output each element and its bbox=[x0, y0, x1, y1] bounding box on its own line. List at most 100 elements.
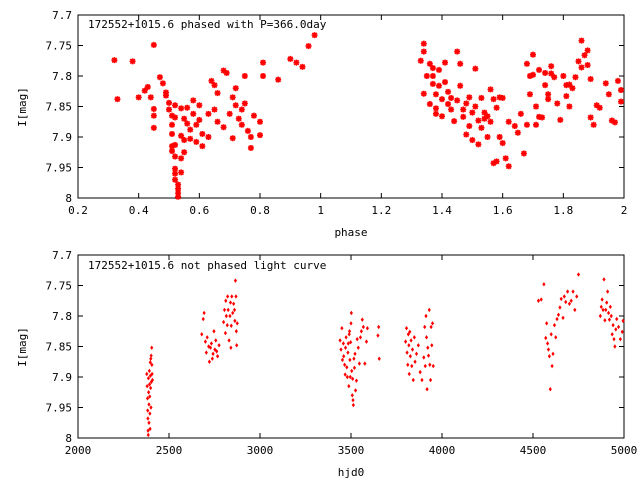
data-point bbox=[209, 341, 214, 346]
data-point bbox=[212, 329, 216, 334]
data-point bbox=[172, 153, 179, 160]
data-point bbox=[299, 63, 306, 70]
data-point bbox=[615, 316, 619, 322]
data-point bbox=[190, 110, 197, 117]
data-point bbox=[228, 313, 232, 319]
data-point bbox=[235, 343, 239, 348]
data-point bbox=[558, 305, 562, 310]
data-point bbox=[607, 317, 612, 322]
data-point bbox=[602, 277, 606, 282]
x-tick-label: 2000 bbox=[65, 444, 92, 457]
data-point bbox=[175, 190, 182, 197]
data-point bbox=[229, 345, 233, 350]
data-point bbox=[404, 339, 408, 344]
data-point bbox=[146, 408, 150, 413]
y-tick-label: 7.9 bbox=[52, 131, 72, 144]
data-point bbox=[215, 349, 219, 354]
data-point bbox=[347, 329, 352, 334]
data-point bbox=[145, 371, 149, 377]
data-point bbox=[202, 310, 206, 316]
data-point bbox=[220, 124, 227, 131]
data-point bbox=[211, 82, 218, 89]
data-point bbox=[448, 106, 455, 113]
data-point bbox=[454, 97, 461, 104]
data-point bbox=[563, 82, 570, 89]
data-point bbox=[576, 272, 581, 277]
data-point bbox=[490, 160, 497, 167]
data-point bbox=[351, 397, 355, 403]
data-point bbox=[159, 80, 166, 87]
data-point bbox=[351, 402, 355, 408]
y-tick-label: 7.7 bbox=[52, 249, 72, 262]
data-point bbox=[614, 77, 621, 84]
data-point bbox=[365, 326, 369, 331]
data-point bbox=[146, 428, 150, 433]
data-point bbox=[147, 94, 154, 101]
data-point bbox=[346, 350, 350, 355]
data-point bbox=[496, 134, 503, 140]
data-point bbox=[475, 117, 482, 124]
data-point bbox=[611, 322, 615, 328]
data-point bbox=[559, 296, 563, 302]
data-point bbox=[454, 48, 461, 55]
x-tick-label: 2 bbox=[621, 204, 628, 217]
data-point bbox=[406, 362, 410, 367]
data-point bbox=[250, 112, 257, 119]
data-point bbox=[149, 385, 153, 391]
data-point bbox=[609, 313, 613, 319]
data-point bbox=[499, 140, 506, 147]
data-point bbox=[404, 326, 409, 331]
data-point bbox=[423, 73, 430, 79]
data-point bbox=[241, 73, 248, 79]
data-point bbox=[311, 32, 318, 39]
data-point bbox=[599, 304, 603, 310]
data-point bbox=[469, 137, 476, 144]
y-tick-label: 7.75 bbox=[46, 40, 73, 53]
data-point bbox=[536, 113, 543, 120]
data-point bbox=[478, 94, 485, 101]
data-point bbox=[407, 343, 411, 348]
data-point bbox=[175, 181, 182, 188]
data-point bbox=[517, 110, 524, 117]
data-point bbox=[542, 282, 546, 287]
data-point bbox=[148, 426, 152, 432]
data-point bbox=[613, 344, 617, 349]
data-point bbox=[111, 57, 118, 64]
data-point bbox=[575, 58, 582, 65]
data-point bbox=[150, 371, 154, 377]
data-point bbox=[228, 300, 233, 305]
data-point bbox=[420, 48, 427, 55]
data-point bbox=[352, 356, 356, 361]
data-point bbox=[539, 297, 543, 302]
phased-chart-title: 172552+1015.6 phased with P=366.0day bbox=[88, 18, 327, 31]
data-point bbox=[554, 100, 561, 107]
data-point bbox=[172, 176, 179, 183]
data-point bbox=[429, 73, 436, 79]
data-point bbox=[435, 66, 442, 73]
data-point bbox=[499, 94, 506, 101]
data-point bbox=[364, 339, 369, 344]
data-point bbox=[608, 304, 612, 310]
data-point bbox=[569, 85, 576, 92]
data-point bbox=[377, 324, 381, 330]
data-point bbox=[184, 120, 191, 127]
data-point bbox=[526, 91, 533, 98]
data-point bbox=[150, 105, 157, 112]
data-point bbox=[204, 350, 208, 355]
data-point bbox=[247, 144, 254, 151]
x-tick-label: 0.6 bbox=[189, 204, 209, 217]
data-point bbox=[605, 300, 609, 305]
data-point bbox=[147, 420, 151, 425]
data-point bbox=[193, 121, 200, 128]
data-point bbox=[409, 338, 413, 343]
data-point bbox=[608, 117, 615, 124]
data-point bbox=[338, 338, 342, 343]
data-point bbox=[211, 106, 218, 113]
raw-chart-title: 172552+1015.6 not phased light curve bbox=[88, 259, 326, 272]
data-point bbox=[147, 368, 151, 374]
data-point bbox=[340, 326, 344, 331]
data-point bbox=[428, 362, 432, 367]
data-point bbox=[232, 301, 236, 306]
data-point bbox=[169, 112, 176, 119]
data-point bbox=[584, 62, 591, 69]
